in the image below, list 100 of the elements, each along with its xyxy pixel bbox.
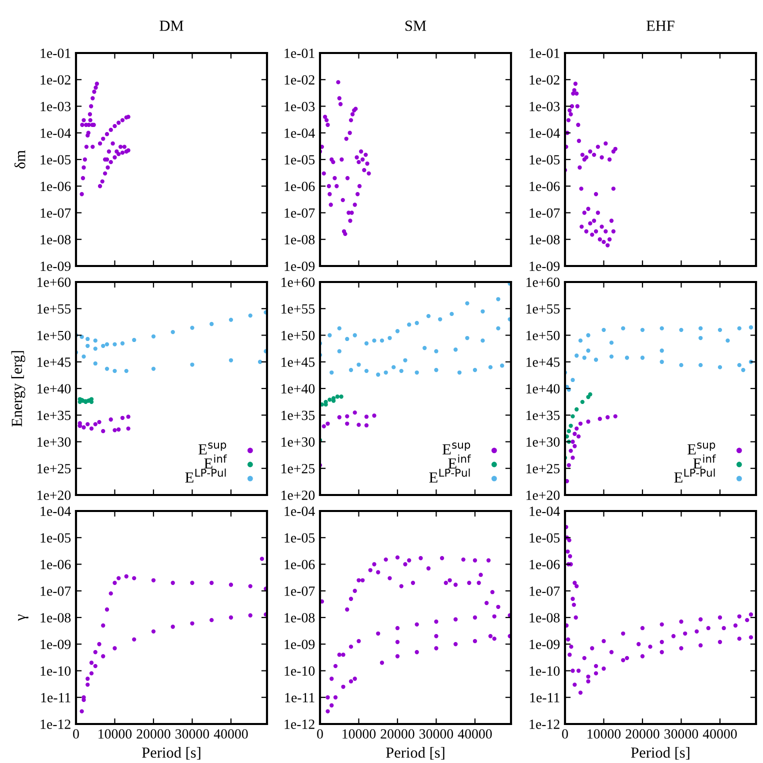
x-tick-label: 30000 — [664, 729, 698, 739]
y-tick-label: 1e-09 — [40, 262, 71, 271]
legend-label: E$^{LP-Pul}$ — [429, 468, 470, 482]
x-tick-label: 20000 — [380, 729, 414, 739]
x-tick-label: 40000 — [458, 729, 492, 739]
y-tick-label: 1e+60 — [38, 278, 71, 287]
y-tick-label: 1e+50 — [38, 330, 71, 340]
y-tick-label: 1e+50 — [282, 330, 315, 340]
y-tick-label: 1e-08 — [40, 613, 71, 622]
y-tick-label: 1e-11 — [285, 693, 314, 702]
y-axis-title: Energy [erg] — [11, 351, 26, 427]
legend-label: E$^{sup}$ — [198, 442, 226, 454]
y-tick-label: 1e-04 — [530, 128, 560, 138]
legend-label: E$^{sup}$ — [442, 442, 470, 454]
y-tick-label: 1e+35 — [38, 410, 71, 420]
x-tick-label: 10000 — [98, 729, 132, 739]
x-axis-title: Period [s] — [631, 747, 690, 760]
y-tick-label: 1e+50 — [526, 330, 560, 340]
y-tick-label: 1e-05 — [284, 155, 315, 164]
y-tick-label: 1e-06 — [40, 560, 71, 570]
y-tick-label: 1e-06 — [530, 560, 560, 570]
y-tick-label: 1e-08 — [284, 234, 315, 244]
y-tick-label: 1e+25 — [526, 464, 560, 474]
y-tick-label: 1e-04 — [40, 128, 71, 138]
y-tick-label: 1e+45 — [38, 358, 71, 367]
x-tick-label: 20000 — [626, 729, 660, 739]
y-tick-label: 1e-01 — [530, 48, 560, 58]
y-tick-label: 1e+30 — [282, 437, 315, 447]
chart-title: SM — [405, 20, 426, 31]
y-tick-label: 1e-03 — [530, 102, 560, 112]
x-tick-label: 0 — [317, 729, 323, 739]
y-tick-label: 1e-05 — [40, 533, 71, 543]
y-tick-label: 1e+60 — [282, 278, 315, 287]
y-tick-label: 1e+45 — [526, 358, 560, 367]
y-axis-title: δm — [14, 150, 26, 168]
y-tick-label: 1e-08 — [40, 234, 71, 244]
legend-label: E$^{inf}$ — [693, 454, 716, 468]
y-tick-label: 1e-08 — [530, 613, 560, 622]
x-tick-label: 10000 — [342, 729, 376, 739]
y-tick-label: 1e+20 — [526, 490, 560, 500]
x-tick-label: 10000 — [588, 729, 621, 739]
y-tick-label: 1e-05 — [530, 155, 560, 164]
y-tick-label: 1e-01 — [40, 48, 70, 58]
y-axis-title: γ — [18, 614, 28, 621]
y-tick-label: 1e+20 — [282, 490, 315, 500]
y-tick-label: 1e+20 — [38, 490, 71, 500]
y-tick-label: 1e-04 — [284, 506, 315, 516]
y-tick-label: 1e-10 — [284, 666, 315, 676]
y-tick-label: 1e+25 — [38, 464, 71, 474]
y-tick-label: 1e-05 — [40, 155, 71, 164]
legend-label: E$^{LP-Pul}$ — [185, 468, 226, 482]
x-tick-label: 40000 — [214, 729, 248, 739]
y-tick-label: 1e-09 — [530, 640, 560, 650]
y-tick-label: 1e-06 — [284, 560, 315, 570]
legend-label: E$^{LP-Pul}$ — [674, 468, 715, 482]
legend-label: E$^{sup}$ — [688, 442, 716, 454]
y-tick-label: 1e-10 — [40, 666, 71, 676]
y-tick-label: 1e-02 — [530, 75, 560, 85]
y-tick-label: 1e+55 — [38, 304, 71, 314]
y-tick-label: 1e+35 — [282, 410, 315, 420]
y-tick-label: 1e-11 — [530, 693, 560, 702]
x-axis-title: Period [s] — [142, 747, 200, 760]
x-tick-label: 40000 — [702, 729, 737, 739]
y-tick-label: 1e+40 — [38, 384, 71, 394]
chart-title: EHF — [646, 20, 674, 31]
x-tick-label: 30000 — [420, 729, 454, 739]
y-tick-label: 1e-02 — [284, 75, 314, 85]
y-tick-label: 1e-09 — [530, 262, 560, 271]
y-tick-label: 1e-11 — [41, 693, 70, 702]
y-tick-label: 1e+30 — [38, 437, 71, 447]
x-axis-title: Period [s] — [386, 747, 444, 760]
y-tick-label: 1e-08 — [284, 613, 315, 622]
y-tick-label: 1e+35 — [526, 410, 560, 420]
y-tick-label: 1e-07 — [284, 208, 315, 218]
y-tick-label: 1e-05 — [530, 533, 560, 543]
y-tick-label: 1e-07 — [40, 208, 71, 218]
y-tick-label: 1e+40 — [282, 384, 315, 394]
y-tick-label: 1e-06 — [284, 182, 315, 192]
y-tick-label: 1e-06 — [530, 182, 560, 192]
y-tick-label: 1e-06 — [40, 182, 71, 192]
y-tick-label: 1e-03 — [40, 102, 71, 112]
x-tick-label: 30000 — [176, 729, 210, 739]
y-tick-label: 1e-07 — [284, 586, 315, 596]
y-tick-label: 1e-09 — [284, 640, 315, 650]
chart-title: DM — [160, 20, 184, 31]
x-tick-label: 20000 — [136, 729, 170, 739]
y-tick-label: 1e-03 — [284, 102, 315, 112]
y-tick-label: 1e-01 — [284, 48, 314, 58]
y-tick-label: 1e-09 — [40, 640, 71, 650]
y-tick-label: 1e-04 — [530, 506, 560, 516]
y-tick-label: 1e-12 — [530, 720, 560, 729]
y-tick-label: 1e+40 — [526, 384, 560, 394]
y-tick-label: 1e-07 — [40, 586, 71, 596]
x-tick-label: 0 — [562, 729, 568, 739]
y-tick-label: 1e-07 — [530, 586, 560, 596]
y-tick-label: 1e-05 — [284, 533, 315, 543]
legend-label: E$^{inf}$ — [448, 454, 471, 468]
y-tick-label: 1e-12 — [284, 720, 314, 729]
y-tick-label: 1e-07 — [530, 208, 560, 218]
y-tick-label: 1e+45 — [282, 358, 315, 367]
